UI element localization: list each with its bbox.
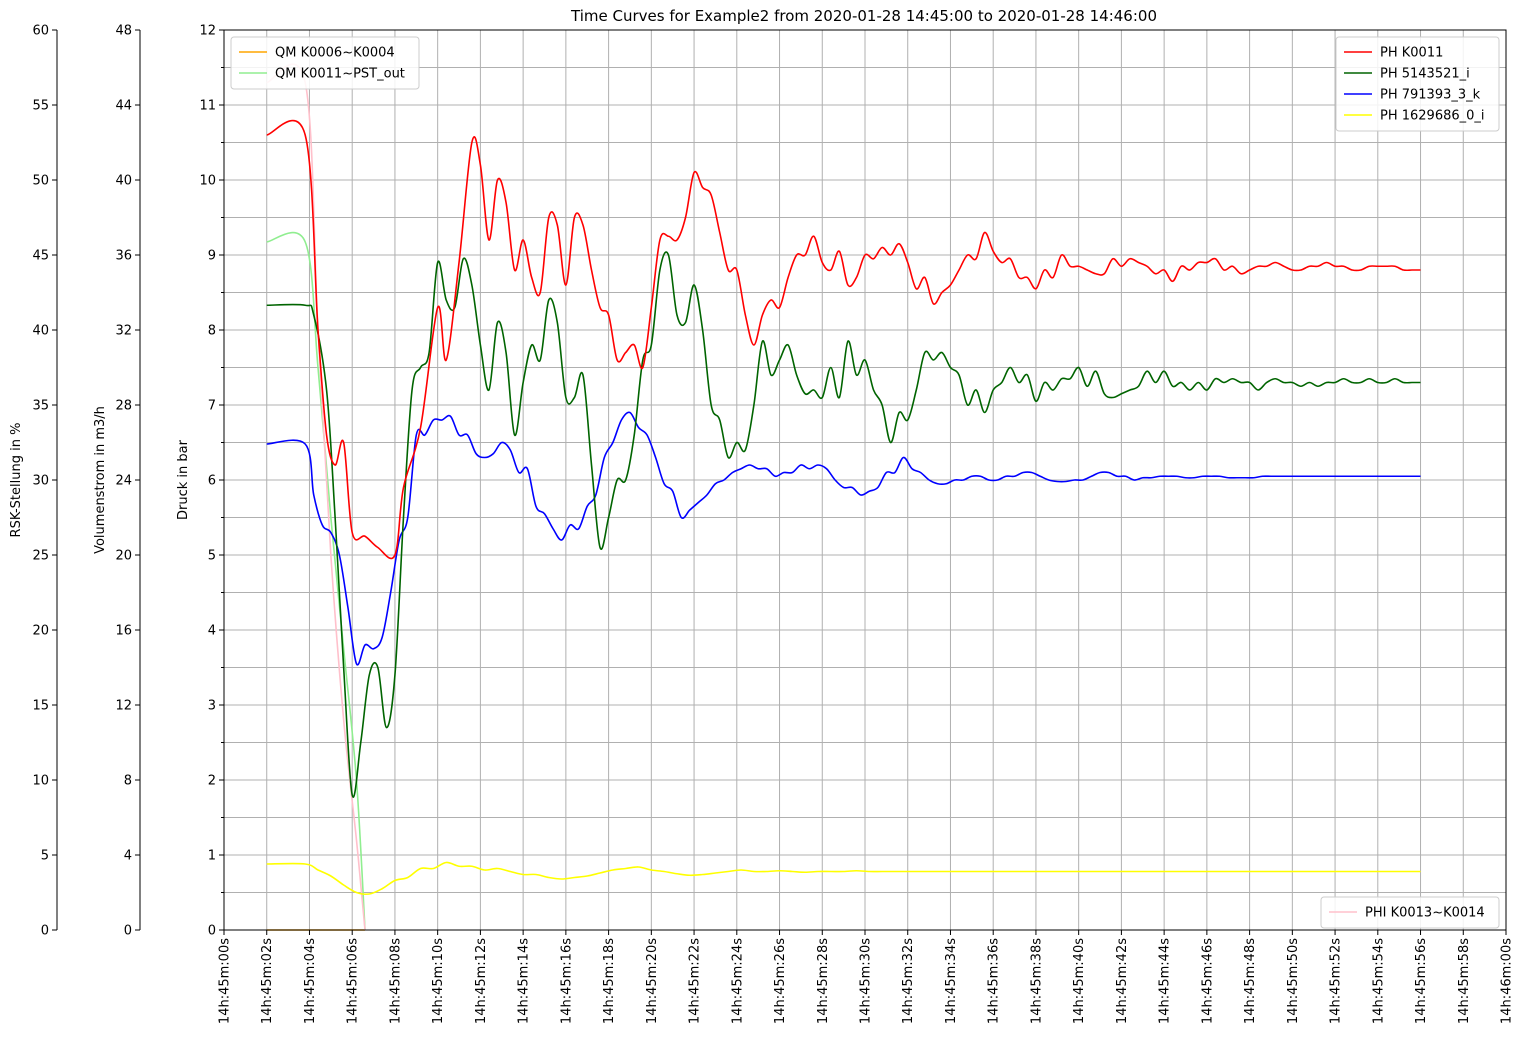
x-axis-tick-label: 14h:46m:00s	[1500, 938, 1515, 1024]
legend-bottom-right: PHI K0013~K0014	[1320, 896, 1500, 929]
series-line-phi-k0013-k0014	[266, 63, 366, 931]
x-axis-tick-label: 14h:45m:46s	[1200, 938, 1215, 1024]
flow-axis-tick-label: 28	[115, 399, 132, 414]
rsk-axis-tick-label: 35	[32, 399, 49, 414]
rsk-axis-tick-label: 25	[32, 549, 49, 564]
x-axis-tick-label: 14h:45m:32s	[901, 938, 916, 1024]
pressure-axis-tick-label: 7	[208, 399, 216, 414]
flow-axis-tick-label: 12	[115, 699, 132, 714]
rsk-axis-tick-label: 20	[32, 624, 49, 639]
legend-top-left: QM K0006~K0004 QM K0011~PST_out	[230, 36, 420, 90]
legend-entry-label: PH 791393_3_k	[1380, 88, 1481, 103]
x-axis-tick-label: 14h:45m:40s	[1072, 938, 1087, 1024]
pressure-axis-tick-label: 12	[199, 24, 216, 39]
pressure-axis-tick-label: 10	[199, 174, 216, 189]
pressure-axis-tick-label: 1	[208, 849, 216, 864]
flow-axis-tick-label: 8	[124, 774, 132, 789]
rsk-axis-label: RSK-Stellung in %	[9, 423, 24, 538]
series-line-ph-5143521-i	[266, 251, 1421, 798]
x-axis-tick-label: 14h:45m:10s	[431, 938, 446, 1024]
rsk-axis-tick-label: 0	[41, 924, 49, 939]
rsk-axis-tick-label: 15	[32, 699, 49, 714]
x-axis-tick-label: 14h:45m:12s	[474, 938, 489, 1024]
pressure-axis-tick-label: 11	[199, 99, 216, 114]
legend-entry-label: QM K0011~PST_out	[275, 67, 405, 82]
x-axis-tick-label: 14h:45m:36s	[987, 938, 1002, 1024]
legend-top-left-box	[230, 36, 420, 90]
rsk-axis-tick-label: 5	[41, 849, 49, 864]
rsk-axis-tick-label: 50	[32, 174, 49, 189]
series-layer	[266, 63, 1421, 931]
pressure-axis-tick-label: 0	[208, 924, 216, 939]
x-axis-tick-label: 14h:45m:18s	[602, 938, 617, 1024]
rsk-axis-tick-label: 45	[32, 249, 49, 264]
legend-entry-label: PH 1629686_0_i	[1380, 109, 1485, 124]
legend-entry-label: PHI K0013~K0014	[1365, 906, 1485, 921]
pressure-axis-tick-label: 8	[208, 324, 216, 339]
x-axis-tick-label: 14h:45m:00s	[218, 938, 233, 1024]
x-axis-tick-label: 14h:45m:30s	[859, 938, 874, 1024]
x-axis-tick-label: 14h:45m:24s	[730, 938, 745, 1024]
x-axis-tick-label: 14h:45m:42s	[1115, 938, 1130, 1024]
x-axis-tick-label: 14h:45m:16s	[559, 938, 574, 1024]
x-axis-tick-label: 14h:45m:08s	[388, 938, 403, 1024]
flow-axis-tick-label: 32	[115, 324, 132, 339]
x-axis-tick-label: 14h:45m:54s	[1371, 938, 1386, 1024]
pressure-axis-tick-label: 2	[208, 774, 216, 789]
x-axis-tick-label: 14h:45m:14s	[517, 938, 532, 1024]
x-axis-tick-label: 14h:45m:02s	[260, 938, 275, 1024]
pressure-axis-tick-label: 6	[208, 474, 216, 489]
rsk-axis-tick-label: 60	[32, 24, 49, 39]
pressure-axis-tick-label: 3	[208, 699, 216, 714]
x-axis-tick-label: 14h:45m:58s	[1457, 938, 1472, 1024]
flow-axis-tick-label: 40	[115, 174, 132, 189]
legend-top-right: PH K0011 PH 5143521_i PH 791393_3_k PH 1629…	[1335, 36, 1500, 132]
flow-axis-tick-label: 4	[124, 849, 132, 864]
series-line-ph-1629686-0-i	[266, 861, 1421, 896]
legend-entry-label: PH K0011	[1380, 46, 1443, 61]
pressure-axis-tick-label: 5	[208, 549, 216, 564]
legend-bottom-right-box	[1320, 896, 1500, 929]
legend-top-right-box	[1335, 36, 1500, 132]
flow-axis-label: Volumenstrom in m3/h	[93, 406, 108, 554]
x-axis-tick-label: 14h:45m:06s	[346, 938, 361, 1024]
x-axis-tick-label: 14h:45m:26s	[773, 938, 788, 1024]
rsk-axis-tick-label: 40	[32, 324, 49, 339]
flow-axis-tick-label: 0	[124, 924, 132, 939]
flow-axis-tick-label: 16	[115, 624, 132, 639]
rsk-axis-tick-label: 30	[32, 474, 49, 489]
rsk-axis-tick-label: 55	[32, 99, 49, 114]
series-line-ph-k0011	[266, 119, 1421, 560]
flow-axis-tick-label: 36	[115, 249, 132, 264]
x-axis-tick-label: 14h:45m:34s	[944, 938, 959, 1024]
chart-title: Time Curves for Example2 from 2020-01-28…	[570, 7, 1157, 25]
x-axis-tick-label: 14h:45m:56s	[1414, 938, 1429, 1024]
flow-axis-tick-label: 24	[115, 474, 132, 489]
legend-entry-label: QM K0006~K0004	[275, 46, 395, 61]
x-axis-tick-label: 14h:45m:28s	[816, 938, 831, 1024]
x-axis-tick-label: 14h:45m:22s	[688, 938, 703, 1024]
x-axis-tick-label: 14h:45m:04s	[303, 938, 318, 1024]
legend-entry-label: PH 5143521_i	[1380, 67, 1470, 82]
pressure-axis-tick-label: 9	[208, 249, 216, 264]
x-axis-tick-label: 14h:45m:44s	[1158, 938, 1173, 1024]
flow-axis-tick-label: 44	[115, 99, 132, 114]
series-line-ph-791393-3-k	[266, 411, 1421, 666]
flow-axis-tick-label: 20	[115, 549, 132, 564]
pressure-axis-label: Druck in bar	[176, 439, 191, 520]
pressure-axis-tick-label: 4	[208, 624, 216, 639]
x-axis-tick-label: 14h:45m:20s	[645, 938, 660, 1024]
x-axis-tick-label: 14h:45m:38s	[1029, 938, 1044, 1024]
rsk-axis-tick-label: 10	[32, 774, 49, 789]
x-axis-tick-label: 14h:45m:48s	[1243, 938, 1258, 1024]
flow-axis-tick-label: 48	[115, 24, 132, 39]
x-axis-tick-label: 14h:45m:50s	[1286, 938, 1301, 1024]
x-axis-tick-label: 14h:45m:52s	[1329, 938, 1344, 1024]
